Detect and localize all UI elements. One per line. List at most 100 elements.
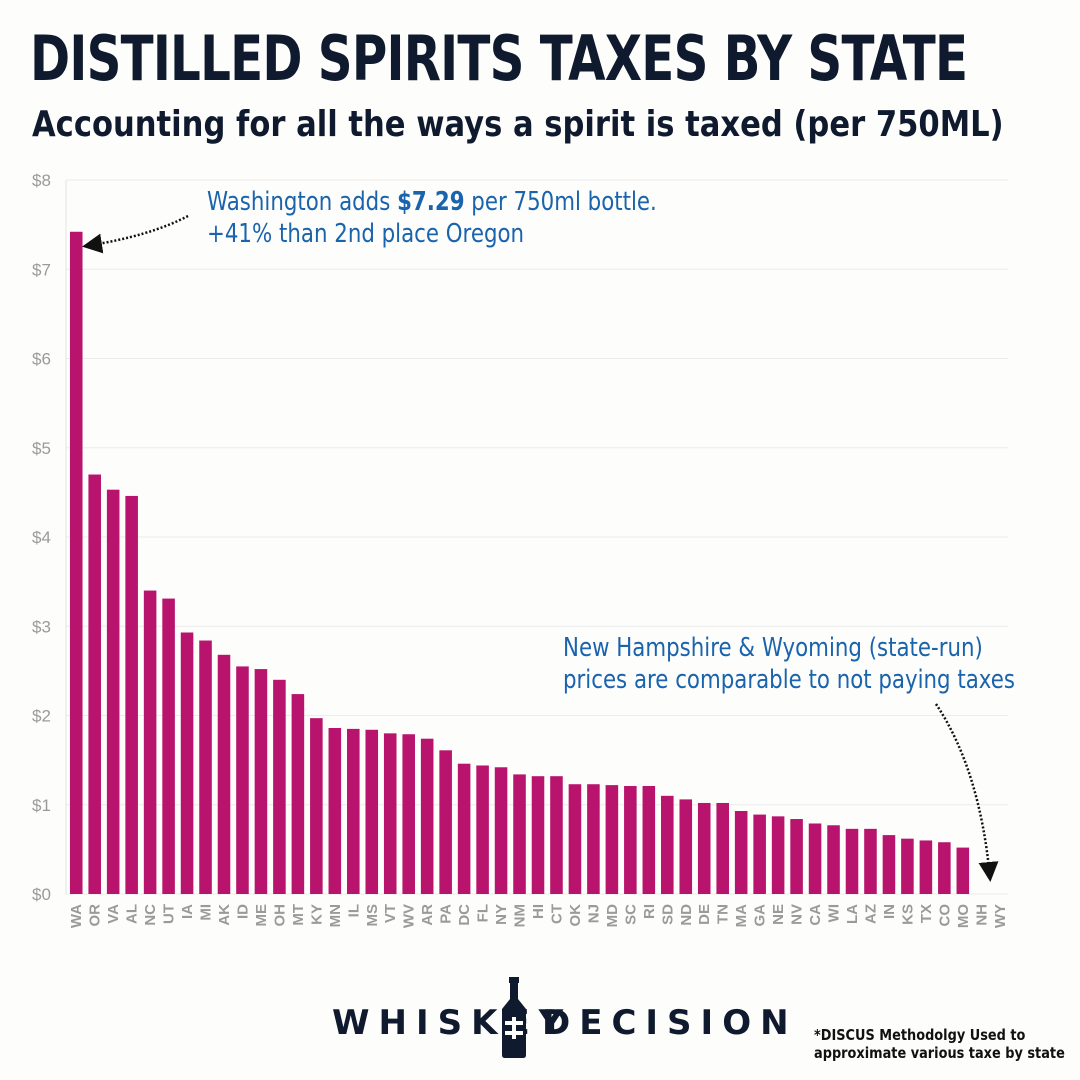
annotation-washington: Washington adds $7.29 per 750ml bottle. … xyxy=(207,186,657,250)
bar-hi xyxy=(531,776,545,894)
annotation-arrow-bottom xyxy=(934,703,999,882)
bar-sc xyxy=(624,786,637,894)
x-tick-label-id: ID xyxy=(234,904,251,919)
x-tick-label-nj: NJ xyxy=(585,904,602,923)
x-tick-label-ak: AK xyxy=(216,904,233,926)
bar-de xyxy=(697,802,711,894)
x-tick-label-az: AZ xyxy=(862,904,879,924)
bar-or xyxy=(88,474,101,894)
x-tick-label-me: ME xyxy=(253,904,270,927)
bar-ut xyxy=(162,598,175,894)
bar-id xyxy=(236,666,249,894)
bar-ia xyxy=(180,632,194,894)
bar-al xyxy=(125,495,138,894)
bar-chart: $0$1$2$3$4$5$6$7$8 WA OR VA AL NC UT IA MI AK ID M… xyxy=(32,171,1009,928)
annotation-washington-line2: +41% than 2nd place Oregon xyxy=(207,219,525,249)
logo-word-left: WHISKEY xyxy=(332,1003,573,1043)
bar-ca xyxy=(808,823,822,894)
bar-ms xyxy=(365,729,379,894)
bar-md xyxy=(605,785,619,894)
bar-ne xyxy=(771,816,785,894)
bar-mt xyxy=(291,694,305,894)
bar-mn xyxy=(328,727,342,894)
page-subtitle: Accounting for all the ways a spirit is … xyxy=(32,104,1004,145)
annotation-nh-wy: New Hampshire & Wyoming (state-run) pric… xyxy=(563,632,1015,696)
x-tick-label-mt: MT xyxy=(290,904,307,926)
bar-oh xyxy=(273,679,286,894)
x-tick-label-sd: SD xyxy=(659,904,676,925)
x-tick-label-nh: NH xyxy=(973,904,990,926)
bar-ri xyxy=(642,786,656,894)
bar-nm xyxy=(513,774,526,894)
bar-ak xyxy=(217,654,231,894)
x-tick-label-pa: PA xyxy=(438,904,455,924)
x-tick-label-in: IN xyxy=(881,904,898,919)
x-tick-label-oh: OH xyxy=(271,904,288,927)
bar-il xyxy=(347,728,360,894)
bar-nj xyxy=(587,784,600,894)
page-title: DISTILLED SPIRITS TAXES BY STATE xyxy=(30,22,968,95)
x-tick-label-ny: NY xyxy=(493,904,510,925)
footnote: *DISCUS Methodolgy Used to approximate v… xyxy=(814,1026,1065,1062)
annotation-nh-wy-line1: New Hampshire & Wyoming (state-run) xyxy=(563,633,983,663)
x-tick-label-ca: CA xyxy=(807,904,824,926)
bar-ny xyxy=(494,767,508,894)
annotation-arrow-top xyxy=(82,214,189,254)
y-tick-label: $8 xyxy=(32,171,51,190)
bar-mo xyxy=(956,847,970,894)
bar-in xyxy=(882,835,896,894)
logo-word-right: DECISION xyxy=(542,1003,798,1043)
x-tick-label-mo: MO xyxy=(955,904,972,928)
x-tick-label-dc: DC xyxy=(456,904,473,926)
bar-nd xyxy=(679,799,693,894)
x-tick-label-tx: TX xyxy=(918,904,935,923)
x-tick-label-ri: RI xyxy=(641,904,658,919)
y-tick-label: $3 xyxy=(32,617,51,636)
bar-fl xyxy=(476,765,489,894)
x-tick-label-ia: IA xyxy=(179,904,196,919)
x-tick-label-al: AL xyxy=(124,904,141,924)
x-tick-label-ga: GA xyxy=(752,904,769,927)
x-tick-label-ar: AR xyxy=(419,904,436,926)
bottle-icon xyxy=(502,977,526,1058)
x-tick-label-nm: NM xyxy=(512,904,529,927)
x-tick-label-nd: ND xyxy=(678,904,695,926)
x-tick-label-ut: UT xyxy=(161,904,178,924)
x-tick-label-sc: SC xyxy=(622,904,639,925)
bar-pa xyxy=(439,750,452,894)
bar-sd xyxy=(661,795,674,894)
bar-tn xyxy=(716,802,729,894)
x-tick-label-va: VA xyxy=(105,904,122,924)
footnote-line2: approximate various taxe by state xyxy=(814,1044,1065,1062)
bar-mi xyxy=(199,640,212,894)
y-tick-label: $4 xyxy=(32,528,51,547)
bar-wi xyxy=(827,825,840,894)
bar-co xyxy=(938,842,951,894)
x-tick-label-mn: MN xyxy=(327,904,344,927)
x-tick-label-co: CO xyxy=(936,904,953,927)
x-tick-label-nc: NC xyxy=(142,904,159,926)
x-tick-label-or: OR xyxy=(87,904,104,927)
annotation-washington-post: per 750ml bottle. xyxy=(464,187,657,217)
bar-ar xyxy=(420,738,434,894)
bar-ok xyxy=(568,784,582,894)
bar-wv xyxy=(402,734,415,894)
whiskey-decision-logo: WHISKEY DECISION xyxy=(332,975,789,1060)
x-tick-label-wv: WV xyxy=(401,904,418,928)
bar-nv xyxy=(790,819,803,894)
y-tick-label: $0 xyxy=(32,885,51,904)
x-tick-label-il: IL xyxy=(345,904,362,917)
x-tick-label-tn: TN xyxy=(715,904,732,924)
x-tick-label-ct: CT xyxy=(548,904,565,924)
bar-ma xyxy=(734,810,748,894)
bar-nc xyxy=(143,590,157,894)
bar-dc xyxy=(457,763,471,894)
bar-wa xyxy=(69,231,83,894)
x-tick-label-md: MD xyxy=(604,904,621,927)
bar-ky xyxy=(310,718,323,894)
x-tick-label-ky: KY xyxy=(308,904,325,925)
y-tick-label: $1 xyxy=(32,796,51,815)
bar-ga xyxy=(753,814,766,894)
x-tick-label-fl: FL xyxy=(475,904,492,922)
bar-la xyxy=(845,828,859,894)
